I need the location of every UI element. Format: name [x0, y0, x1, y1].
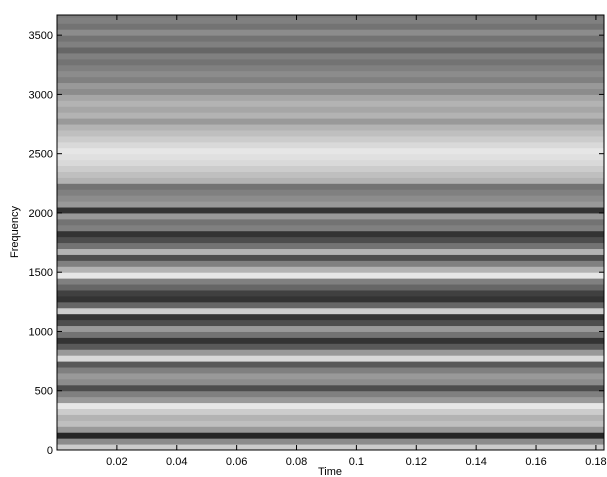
band [57, 165, 604, 172]
y-tick-label: 500 [35, 386, 53, 398]
band [57, 378, 604, 386]
band [57, 408, 604, 415]
band [57, 17, 604, 24]
y-tick-label: 1000 [29, 326, 53, 338]
band [57, 272, 604, 279]
y-tick-label: 0 [47, 445, 53, 457]
band [57, 236, 604, 244]
band [57, 444, 604, 450]
band [57, 242, 604, 250]
band [57, 289, 604, 297]
band [57, 129, 604, 137]
band [57, 266, 604, 273]
y-tick-label: 1500 [29, 267, 53, 279]
x-tick-label: 0.06 [226, 456, 247, 468]
band [57, 301, 604, 309]
band [57, 177, 604, 184]
y-tick-label: 2500 [29, 149, 53, 161]
x-tick-label: 0.1 [349, 456, 364, 468]
band [57, 183, 604, 190]
band [57, 207, 604, 214]
band [57, 124, 604, 131]
band [57, 147, 604, 155]
band [57, 64, 604, 72]
band [57, 88, 604, 95]
band [57, 278, 604, 285]
plot-area [57, 15, 604, 450]
x-tick-label: 0.18 [585, 456, 606, 468]
band [57, 372, 604, 380]
band [57, 23, 604, 30]
band [57, 349, 604, 356]
band [57, 118, 604, 125]
band [57, 135, 604, 143]
band [57, 367, 604, 374]
band [57, 248, 604, 255]
band [57, 112, 604, 119]
band [57, 420, 604, 427]
band [57, 159, 604, 167]
band [57, 396, 604, 404]
band [57, 325, 604, 332]
band [57, 47, 604, 54]
band [57, 100, 604, 107]
band [57, 218, 604, 226]
band [57, 70, 604, 78]
band [57, 390, 604, 398]
band [57, 313, 604, 321]
band [57, 15, 604, 18]
band [57, 254, 604, 261]
band [57, 94, 604, 101]
x-axis-label: Time [318, 466, 342, 477]
band [57, 319, 604, 327]
x-tick-label: 0.16 [525, 456, 546, 468]
band [57, 141, 604, 149]
band [57, 307, 604, 315]
band [57, 432, 604, 439]
band [57, 29, 604, 36]
band [57, 295, 604, 303]
band [57, 230, 604, 238]
y-tick-label: 2000 [29, 208, 53, 220]
band [57, 82, 604, 89]
band [57, 414, 604, 421]
band [57, 171, 604, 178]
band [57, 41, 604, 48]
x-tick-label: 0.04 [166, 456, 187, 468]
band [57, 212, 604, 220]
y-axis-label: Frequency [9, 206, 21, 258]
band [57, 343, 604, 350]
band [57, 195, 604, 202]
band [57, 58, 604, 66]
band [57, 337, 604, 344]
x-tick-label: 0.12 [406, 456, 427, 468]
y-tick-label: 3000 [29, 89, 53, 101]
band [57, 284, 604, 291]
band [57, 106, 604, 113]
band [57, 189, 604, 196]
x-tick-label: 0.02 [106, 456, 127, 468]
y-tick-label: 3500 [29, 30, 53, 42]
band [57, 76, 604, 84]
band [57, 426, 604, 433]
band [57, 361, 604, 368]
band [57, 201, 604, 208]
plot-frame [56, 14, 605, 451]
x-tick-label: 0.14 [465, 456, 486, 468]
band [57, 52, 604, 60]
band [57, 384, 604, 392]
band [57, 153, 604, 161]
x-tick-label: 0.08 [286, 456, 307, 468]
band [57, 438, 604, 445]
band [57, 224, 604, 232]
band [57, 260, 604, 267]
band [57, 35, 604, 42]
band [57, 331, 604, 338]
band [57, 355, 604, 362]
band [57, 402, 604, 410]
